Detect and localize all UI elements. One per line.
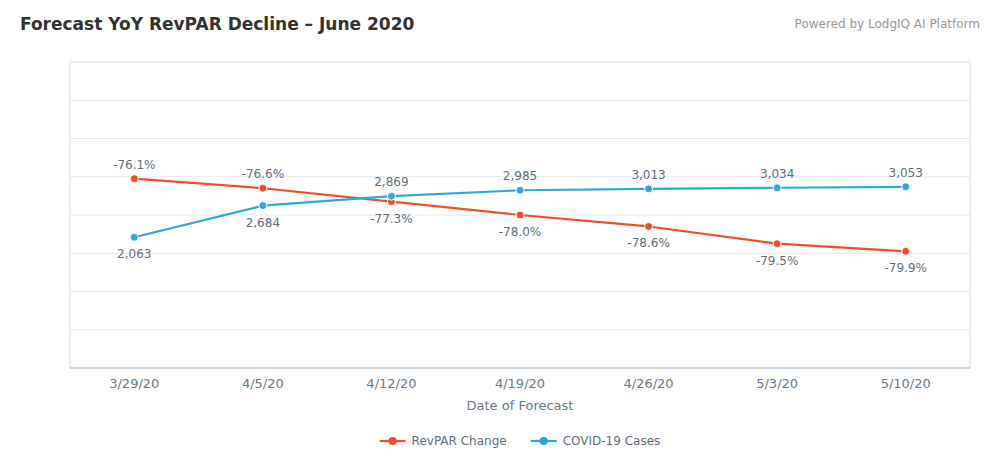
series-marker	[902, 183, 910, 191]
grid-line	[70, 329, 970, 330]
x-tick-label: 4/12/20	[366, 376, 416, 391]
x-tick-label: 4/26/20	[624, 376, 674, 391]
series-marker	[130, 175, 138, 183]
series-marker	[773, 184, 781, 192]
legend-label: RevPAR Change	[412, 434, 507, 448]
series-marker	[259, 202, 267, 210]
data-label: 3,013	[631, 168, 665, 182]
grid-line	[70, 100, 970, 101]
data-label: 3,053	[889, 166, 923, 180]
x-tick-label: 5/10/20	[881, 376, 931, 391]
data-label: -76.6%	[242, 167, 284, 181]
series-marker	[387, 192, 395, 200]
grid-line	[70, 253, 970, 254]
series-marker	[645, 222, 653, 230]
x-tick-label: 4/5/20	[242, 376, 284, 391]
plot-frame	[70, 62, 970, 368]
legend-item: RevPAR Change	[380, 434, 507, 448]
series-marker	[516, 186, 524, 194]
data-label: -78.6%	[627, 236, 669, 250]
annotation: Powered by LodgIQ AI Platform	[795, 17, 980, 31]
data-label: 2,063	[117, 247, 151, 261]
series-marker	[902, 247, 910, 255]
x-axis-label: Date of Forecast	[467, 398, 574, 413]
data-label: -79.9%	[884, 261, 926, 275]
data-label: -77.3%	[370, 212, 412, 226]
data-label: 2,869	[374, 175, 408, 189]
x-tick-label: 4/19/20	[495, 376, 545, 391]
grid-line	[70, 138, 970, 139]
series-marker	[516, 211, 524, 219]
series-marker	[773, 240, 781, 248]
legend: RevPAR Change COVID-19 Cases	[380, 434, 661, 448]
chart: 3/29/20 4/5/20 4/12/20 4/19/20 4/26/20 5/3/20…	[0, 0, 1000, 459]
legend-label: COVID-19 Cases	[563, 434, 661, 448]
series-line	[134, 179, 905, 252]
series-marker	[130, 233, 138, 241]
legend-item: COVID-19 Cases	[531, 434, 661, 448]
grid-line	[70, 291, 970, 292]
data-label: 3,034	[760, 167, 794, 181]
data-labels: -76.1% 2,063 -76.6% 2,684 2,869 -77.3% 2,985 -7…	[113, 158, 927, 276]
data-label: 2,985	[503, 169, 537, 183]
x-axis-line	[70, 368, 970, 369]
data-label: -79.5%	[756, 254, 798, 268]
data-label: -76.1%	[113, 158, 155, 172]
legend-marker	[540, 437, 548, 445]
x-tick-label: 5/3/20	[756, 376, 798, 391]
series-marker	[259, 184, 267, 192]
plot-marks	[130, 175, 909, 256]
legend-marker	[389, 437, 397, 445]
title: Forecast YoY RevPAR Decline – June 2020	[20, 14, 414, 34]
data-label: -78.0%	[499, 225, 541, 239]
data-label: 2,684	[246, 216, 280, 230]
x-tick-label: 3/29/20	[109, 376, 159, 391]
series-marker	[645, 185, 653, 193]
